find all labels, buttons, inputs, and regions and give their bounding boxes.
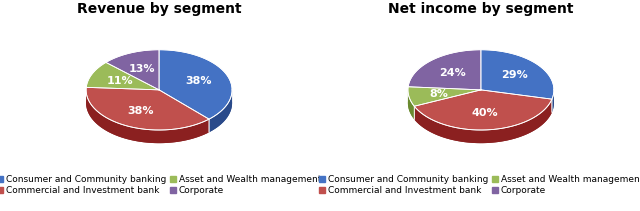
Polygon shape [408,90,414,119]
Polygon shape [481,50,554,99]
Polygon shape [552,91,554,112]
Polygon shape [86,87,209,130]
Polygon shape [408,100,481,119]
Title: Revenue by segment: Revenue by segment [77,2,241,16]
Text: 38%: 38% [128,106,154,116]
Text: 11%: 11% [107,76,134,86]
Text: 8%: 8% [429,89,449,99]
Polygon shape [86,100,209,143]
Text: 29%: 29% [500,70,527,80]
Polygon shape [481,63,554,112]
Polygon shape [86,62,159,90]
Text: 13%: 13% [129,64,156,73]
Polygon shape [408,63,481,103]
Polygon shape [414,99,552,143]
Polygon shape [106,63,159,103]
Polygon shape [106,50,159,90]
Title: Net income by segment: Net income by segment [388,2,573,16]
Polygon shape [209,90,232,132]
Polygon shape [159,63,232,132]
Polygon shape [414,90,552,130]
Polygon shape [408,87,481,106]
Polygon shape [408,50,481,90]
Text: 40%: 40% [472,108,498,118]
Text: 24%: 24% [439,68,465,78]
Text: 38%: 38% [185,76,212,86]
Polygon shape [159,50,232,119]
Legend: Consumer and Community banking, Commercial and Investment bank, Asset and Wealth: Consumer and Community banking, Commerci… [0,171,325,199]
Polygon shape [414,103,552,143]
Polygon shape [86,91,209,143]
Polygon shape [86,76,159,103]
Legend: Consumer and Community banking, Commercial and Investment bank, Asset and Wealth: Consumer and Community banking, Commerci… [315,171,640,199]
